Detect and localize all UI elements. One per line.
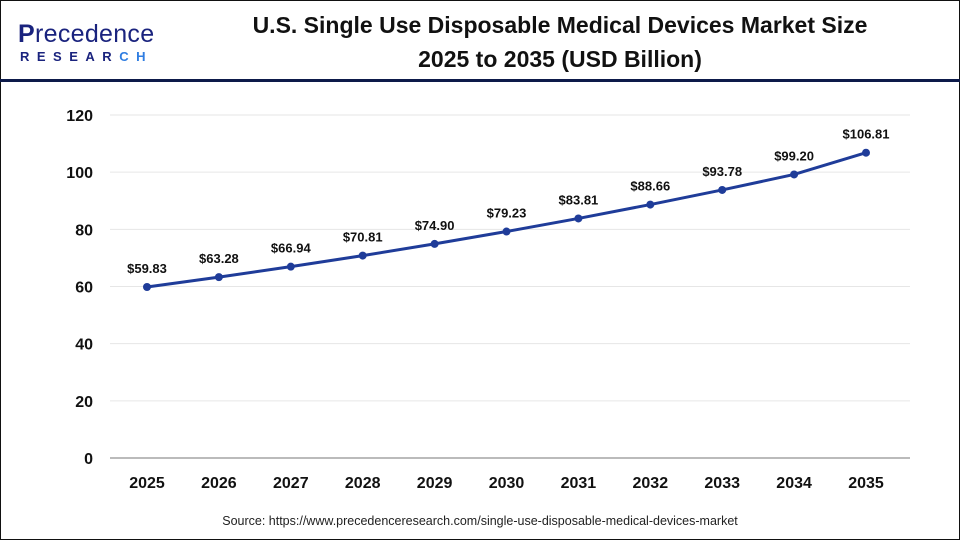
x-tick-label: 2025 bbox=[129, 475, 165, 492]
data-point bbox=[143, 282, 151, 291]
header-divider bbox=[0, 79, 960, 82]
data-point bbox=[286, 262, 295, 271]
data-point bbox=[646, 200, 655, 209]
data-point bbox=[790, 170, 799, 179]
y-tick-label: 60 bbox=[75, 280, 93, 297]
data-label: $63.28 bbox=[199, 251, 239, 266]
chart-title: U.S. Single Use Disposable Medical Devic… bbox=[252, 12, 868, 72]
x-tick-label: 2029 bbox=[417, 475, 453, 492]
data-label: $74.90 bbox=[415, 218, 455, 233]
x-tick-label: 2033 bbox=[704, 475, 740, 492]
data-label: $88.66 bbox=[630, 179, 670, 194]
y-tick-label: 20 bbox=[75, 394, 93, 411]
x-tick-label: 2035 bbox=[848, 475, 884, 492]
x-tick-label: 2027 bbox=[273, 475, 309, 492]
data-label: $66.94 bbox=[271, 241, 312, 256]
x-tick-label: 2034 bbox=[776, 475, 812, 492]
data-label: $93.78 bbox=[702, 164, 742, 179]
data-point bbox=[214, 273, 223, 282]
y-tick-label: 0 bbox=[84, 451, 93, 468]
data-label: $79.23 bbox=[487, 206, 527, 221]
precedence-research-logo: Precedence RESEARCH bbox=[18, 20, 155, 64]
data-point bbox=[862, 148, 870, 157]
x-tick-label: 2030 bbox=[489, 475, 525, 492]
data-label: $70.81 bbox=[343, 230, 383, 245]
data-label: $59.83 bbox=[127, 261, 167, 276]
x-tick-label: 2026 bbox=[201, 475, 237, 492]
data-label: $99.20 bbox=[774, 148, 814, 163]
data-point bbox=[358, 251, 367, 260]
data-label: $83.81 bbox=[559, 192, 599, 207]
y-tick-label: 40 bbox=[75, 337, 93, 354]
source-text: Source: https://www.precedenceresearch.c… bbox=[222, 514, 738, 528]
data-point bbox=[430, 239, 439, 248]
data-point bbox=[718, 185, 727, 194]
x-tick-label: 2028 bbox=[345, 475, 381, 492]
y-tick-label: 120 bbox=[66, 108, 93, 125]
data-point bbox=[574, 214, 583, 223]
y-tick-label: 100 bbox=[66, 165, 93, 182]
y-tick-label: 80 bbox=[75, 222, 93, 239]
x-tick-label: 2031 bbox=[561, 475, 597, 492]
data-point bbox=[502, 227, 511, 236]
data-label: $106.81 bbox=[843, 127, 890, 142]
x-tick-label: 2032 bbox=[633, 475, 669, 492]
